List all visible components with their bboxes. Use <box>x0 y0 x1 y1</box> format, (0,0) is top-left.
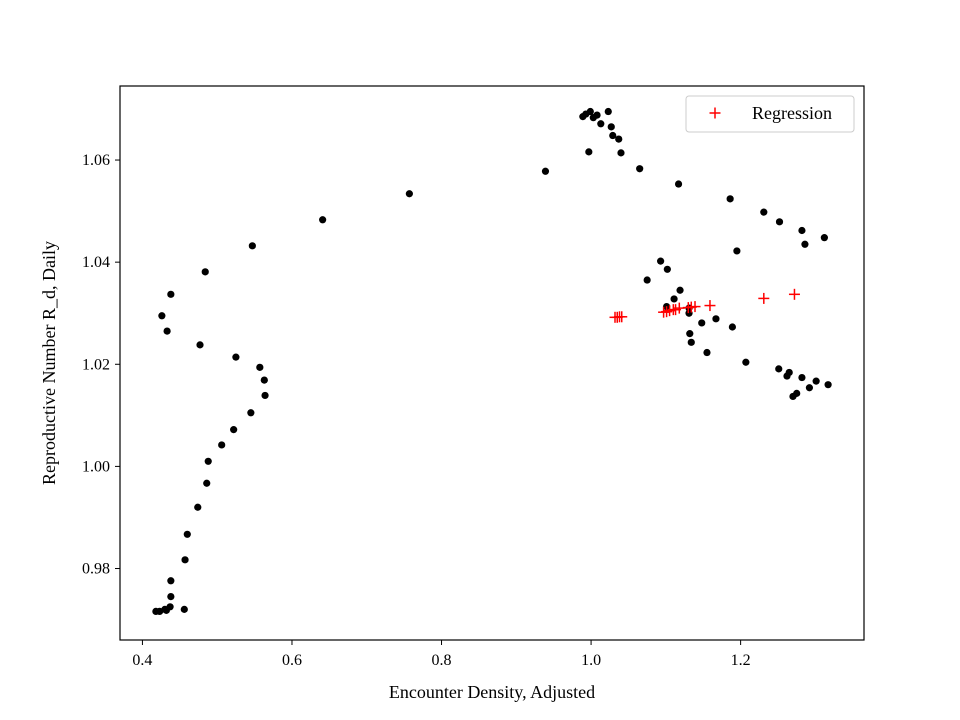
data-point <box>158 312 166 320</box>
data-point <box>698 319 706 327</box>
data-point <box>643 276 651 284</box>
regression-point <box>616 311 628 323</box>
data-point <box>805 384 814 392</box>
y-tick-label: 0.98 <box>82 561 110 578</box>
data-point <box>617 149 625 157</box>
data-point <box>260 376 268 384</box>
data-point <box>163 327 171 335</box>
data-point <box>256 363 264 371</box>
data-point <box>812 377 820 385</box>
regression-point <box>788 288 800 300</box>
data-point <box>203 479 211 487</box>
data-point <box>261 391 269 400</box>
data-point <box>607 123 615 131</box>
data-point <box>201 268 209 276</box>
x-axis: 0.4 0.6 0.8 1.0 1.2 <box>132 640 751 669</box>
data-point <box>609 131 617 140</box>
data-point <box>775 218 784 226</box>
data-point <box>247 409 255 417</box>
data-point <box>798 373 806 382</box>
data-point <box>824 381 832 389</box>
x-axis-label: Encounter Density, Adjusted <box>389 682 595 702</box>
data-point <box>167 577 175 585</box>
data-point <box>230 426 238 434</box>
x-tick-label: 0.8 <box>432 652 452 669</box>
data-point <box>194 503 202 511</box>
x-tick-label: 0.4 <box>132 652 152 669</box>
data-point <box>798 226 806 235</box>
legend: Regression <box>685 95 855 133</box>
data-point <box>760 208 768 216</box>
y-tick-label: 1.06 <box>82 152 110 169</box>
y-tick-label: 1.00 <box>82 458 110 475</box>
data-point <box>204 457 212 465</box>
data-point <box>686 330 694 338</box>
data-point <box>712 315 720 323</box>
data-point <box>405 190 413 198</box>
data-point <box>657 257 665 265</box>
data-point <box>180 605 188 613</box>
data-point <box>319 216 327 224</box>
y-axis: 0.98 1.00 1.02 1.04 1.06 <box>82 152 120 578</box>
data-point <box>541 167 550 175</box>
data-point <box>663 265 671 273</box>
x-tick-label: 0.6 <box>282 652 302 669</box>
data-point <box>218 441 226 449</box>
x-tick-label: 1.0 <box>581 652 601 669</box>
plot-marks <box>152 107 832 616</box>
legend-marker-regression <box>709 107 721 119</box>
regression-point <box>758 292 770 304</box>
data-point <box>670 295 678 303</box>
data-point <box>674 180 683 188</box>
data-point <box>167 592 175 601</box>
data-point <box>820 234 828 242</box>
data-point <box>586 107 594 116</box>
data-point <box>676 286 684 294</box>
regression-point <box>689 301 701 313</box>
data-point <box>166 603 174 611</box>
y-tick-label: 1.02 <box>82 356 110 373</box>
plot-frame <box>119 85 865 641</box>
data-point <box>604 107 612 116</box>
data-point <box>593 111 601 119</box>
data-point <box>167 290 175 298</box>
legend-box <box>685 95 855 133</box>
data-point <box>703 348 711 357</box>
data-point <box>597 120 605 128</box>
data-point <box>801 240 809 248</box>
data-point <box>615 135 623 143</box>
data-point <box>196 341 204 349</box>
data-point <box>785 368 793 377</box>
data-point <box>793 389 801 397</box>
legend-label-regression: Regression <box>752 103 832 123</box>
data-point <box>742 358 750 366</box>
y-tick-label: 1.04 <box>82 254 110 271</box>
data-point <box>636 165 644 173</box>
data-point <box>232 353 240 361</box>
legend-marker-icon <box>709 107 721 119</box>
data-point <box>585 148 593 156</box>
data-point <box>733 247 741 255</box>
data-point <box>775 365 783 373</box>
data-point <box>728 323 736 331</box>
data-point <box>181 556 189 564</box>
data-point <box>183 530 191 538</box>
x-tick-label: 1.2 <box>731 652 751 669</box>
regression-point <box>704 300 716 312</box>
y-axis-label: Reproductive Number R_d, Daily <box>39 241 59 485</box>
data-point <box>726 195 734 203</box>
data-point <box>248 242 256 250</box>
data-point <box>687 338 695 346</box>
